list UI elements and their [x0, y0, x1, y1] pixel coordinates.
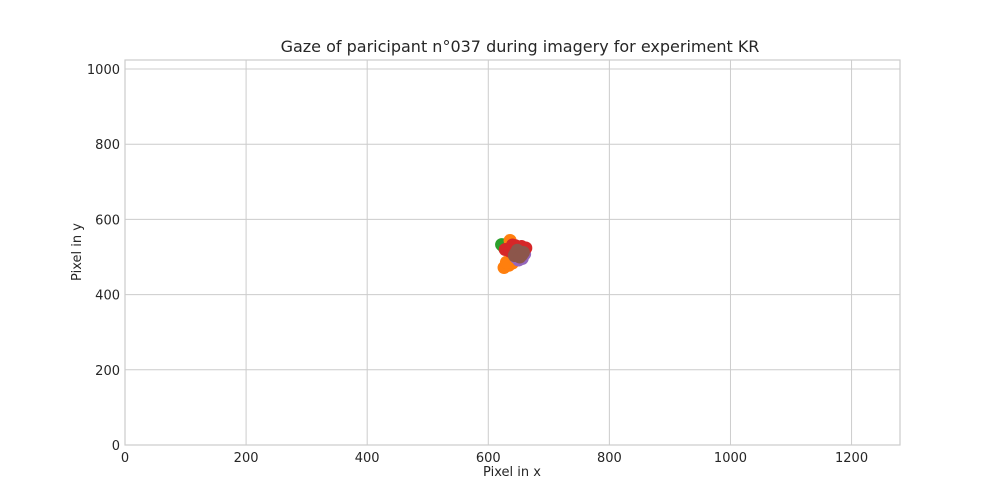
- plot-frame: [124, 59, 901, 446]
- y-axis-label: Pixel in y: [70, 223, 85, 281]
- chart-title: Gaze of paricipant n°037 during imagery …: [281, 37, 760, 56]
- scatter-point-fixation-6: [516, 246, 530, 259]
- y-tick-label: 200: [95, 364, 120, 379]
- x-tick-label: 0: [121, 451, 129, 466]
- y-tick-label: 0: [112, 439, 120, 454]
- x-tick-label: 200: [234, 451, 259, 466]
- y-tick-label: 1000: [87, 63, 120, 78]
- tick-labels-layer: 0 200 400 600 800 1000 1200 0 200 400 600 800 1000: [87, 63, 868, 466]
- x-tick-label: 1000: [714, 451, 747, 466]
- x-axis-label: Pixel in x: [483, 465, 541, 480]
- x-tick-label: 400: [355, 451, 380, 466]
- y-tick-label: 800: [95, 138, 120, 153]
- grid-layer: [124, 60, 900, 446]
- x-tick-label: 600: [476, 451, 501, 466]
- y-tick-label: 400: [95, 289, 120, 304]
- y-tick-label: 600: [95, 213, 120, 228]
- x-tick-label: 800: [597, 451, 622, 466]
- x-tick-label: 1200: [835, 451, 868, 466]
- data-points-layer: [495, 233, 533, 275]
